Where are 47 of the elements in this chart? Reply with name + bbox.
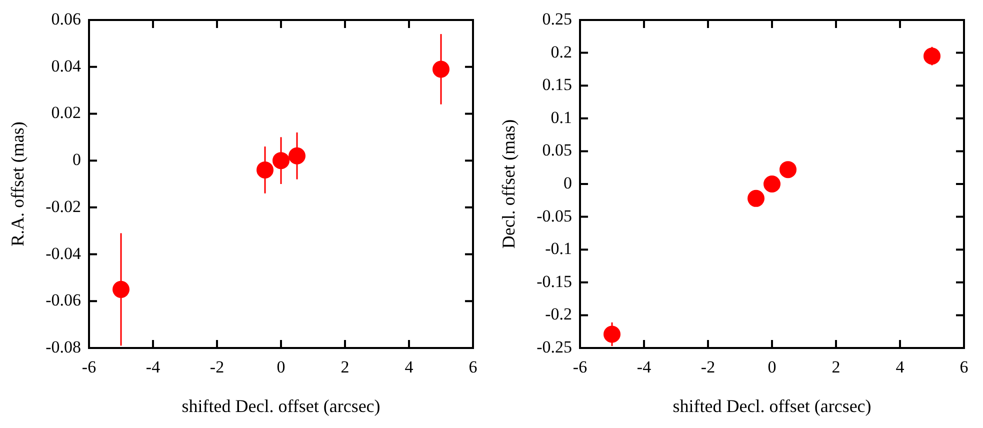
x-tick-label: 4 — [404, 358, 414, 377]
y-tick-label: 0.15 — [542, 75, 572, 94]
point — [924, 48, 940, 65]
y-tick-label: -0.06 — [46, 290, 82, 310]
x-tick-label: 6 — [468, 358, 478, 377]
x-tick-label: 2 — [832, 358, 840, 377]
y-tick-label: 0 — [564, 173, 572, 192]
y-tick-label: -0.08 — [46, 337, 82, 356]
y-tick-label: -0.25 — [536, 337, 572, 356]
y-tick-label: -0.15 — [536, 272, 572, 291]
point — [748, 190, 765, 207]
point — [112, 280, 130, 298]
x-tick-label: -2 — [700, 358, 716, 377]
y-tick-label: 0.04 — [51, 56, 82, 76]
y-tick-label: -0.05 — [536, 206, 572, 226]
y-tick-label: -0.2 — [545, 304, 572, 324]
y-tick-label: 0.2 — [550, 42, 572, 62]
y-axis-title: R.A. offset (mas) — [8, 122, 28, 246]
point — [272, 152, 290, 170]
point — [288, 147, 306, 164]
y-axis-title: Decl. offset (mas) — [498, 119, 519, 249]
x-tick-label: -4 — [146, 358, 161, 377]
y-tick-label: -0.02 — [46, 196, 82, 216]
x-tick-label: -4 — [636, 358, 652, 377]
x-tick-label: -6 — [82, 358, 96, 377]
point — [256, 161, 274, 178]
y-tick-label: 0.1 — [550, 108, 572, 127]
y-tick-label: 0.06 — [51, 9, 82, 28]
x-tick-label: 6 — [960, 358, 968, 377]
point — [604, 326, 621, 343]
point — [432, 60, 450, 78]
y-tick-label: 0.05 — [542, 140, 572, 160]
x-tick-label: -6 — [572, 358, 588, 377]
y-tick-label: 0.02 — [51, 103, 82, 122]
x-tick-label: 0 — [768, 358, 776, 377]
x-axis-title: shifted Decl. offset (arcsec) — [672, 396, 872, 416]
x-tick-label: 4 — [896, 358, 905, 377]
x-tick-label: 2 — [340, 358, 350, 377]
point — [780, 161, 797, 178]
y-tick-label: 0 — [72, 150, 82, 170]
y-tick-label: -0.04 — [46, 244, 82, 263]
x-tick-label: 0 — [276, 358, 286, 377]
y-tick-label: -0.1 — [545, 239, 572, 258]
x-tick-label: -2 — [210, 358, 224, 377]
x-axis-title: shifted Decl. offset (arcsec) — [182, 396, 380, 416]
y-tick-label: 0.25 — [542, 9, 572, 28]
point — [764, 176, 781, 192]
